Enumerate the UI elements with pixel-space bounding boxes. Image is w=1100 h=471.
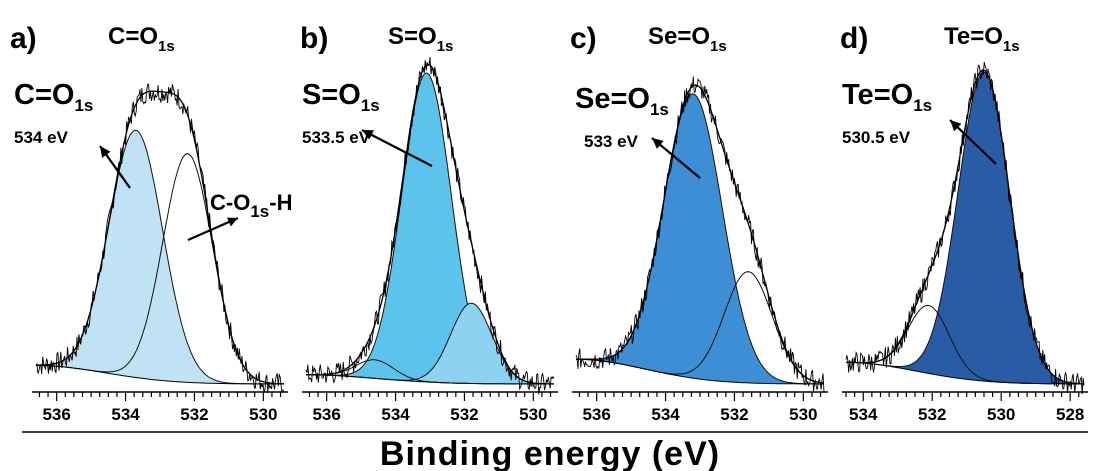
peak-arrow-head (362, 130, 374, 140)
panel-title-main: S=O (388, 23, 437, 50)
peak-label-subscript: 1s (74, 96, 93, 115)
peak-label-main: Te=O (842, 79, 913, 111)
peak-label-subscript: 1s (650, 100, 669, 119)
panel-title-subscript: 1s (710, 38, 727, 55)
tick-label: 536 (312, 405, 340, 424)
tick-label: 532 (918, 405, 946, 424)
tick-label: 536 (582, 405, 610, 424)
extra-label-subscript: 1s (250, 202, 269, 221)
peak-label-main: Se=O (575, 83, 650, 115)
component-fill-0 (306, 73, 554, 384)
extra-label: C-O1s-H (210, 190, 292, 221)
peak-label: Te=O1s (842, 79, 932, 115)
tick-label: 534 (651, 405, 680, 424)
panel-title-subscript: 1s (158, 38, 175, 55)
peak-energy-label: 533 eV (584, 132, 639, 151)
panel-title-subscript: 1s (437, 38, 454, 55)
tick-label: 530 (987, 405, 1015, 424)
tick-label: 534 (381, 405, 410, 424)
panel-title: Te=O1s (944, 23, 1020, 55)
tick-label: 534 (111, 405, 140, 424)
tick-label: 532 (180, 405, 208, 424)
panel-title: C=O1s (108, 23, 175, 55)
raw-spectrum (575, 76, 825, 393)
peak-arrow-head (100, 146, 111, 158)
component-fill-0 (846, 72, 1084, 384)
tick-label: 528 (1056, 405, 1084, 424)
peak-arrow-head (652, 138, 664, 149)
panel-letter: d) (840, 22, 868, 55)
extra-label-main: C-O (210, 190, 250, 215)
tick-label: 532 (450, 405, 478, 424)
extra-label-suffix: -H (269, 190, 292, 215)
panel-letter: c) (570, 22, 597, 55)
tick-label: 530 (519, 405, 547, 424)
peak-energy-label: 533.5 eV (302, 128, 371, 147)
peak-label: C=O1s (14, 79, 93, 115)
component-fill-1 (306, 303, 554, 384)
peak-arrow-head (950, 120, 962, 132)
background-line (576, 358, 824, 385)
background-line (36, 365, 284, 385)
component-fill-0 (576, 93, 824, 385)
peak-label-subscript: 1s (361, 96, 380, 115)
tick-label: 534 (849, 405, 878, 424)
panel-title: Se=O1s (648, 23, 727, 55)
peak-energy-label: 534 eV (14, 128, 69, 147)
extra-arrow-head (227, 217, 238, 227)
tick-label: 530 (789, 405, 817, 424)
background-line (306, 374, 554, 385)
peak-energy-label: 530.5 eV (842, 128, 911, 147)
tick-label: 536 (42, 405, 70, 424)
raw-spectrum (35, 83, 285, 394)
background-line (846, 361, 1084, 385)
peak-label-subscript: 1s (913, 96, 932, 115)
panel-letter: a) (10, 22, 37, 55)
panel-title-main: Te=O (944, 23, 1003, 50)
peak-arrow (361, 129, 433, 167)
panel-title-subscript: 1s (1003, 38, 1020, 55)
peak-label: Se=O1s (575, 83, 669, 119)
raw-spectrum (305, 57, 555, 395)
peak-label-main: S=O (302, 79, 361, 111)
tick-label: 530 (249, 405, 277, 424)
panel-title-main: C=O (108, 23, 158, 50)
fit-envelope (306, 63, 555, 385)
panel-letter: b) (300, 22, 328, 55)
peak-label-main: C=O (14, 79, 74, 111)
panel-title-main: Se=O (648, 23, 710, 50)
tick-label: 532 (720, 405, 748, 424)
peak-label: S=O1s (302, 79, 380, 115)
panel-title: S=O1s (388, 23, 453, 55)
x-axis-label: Binding energy (eV) (380, 435, 720, 471)
